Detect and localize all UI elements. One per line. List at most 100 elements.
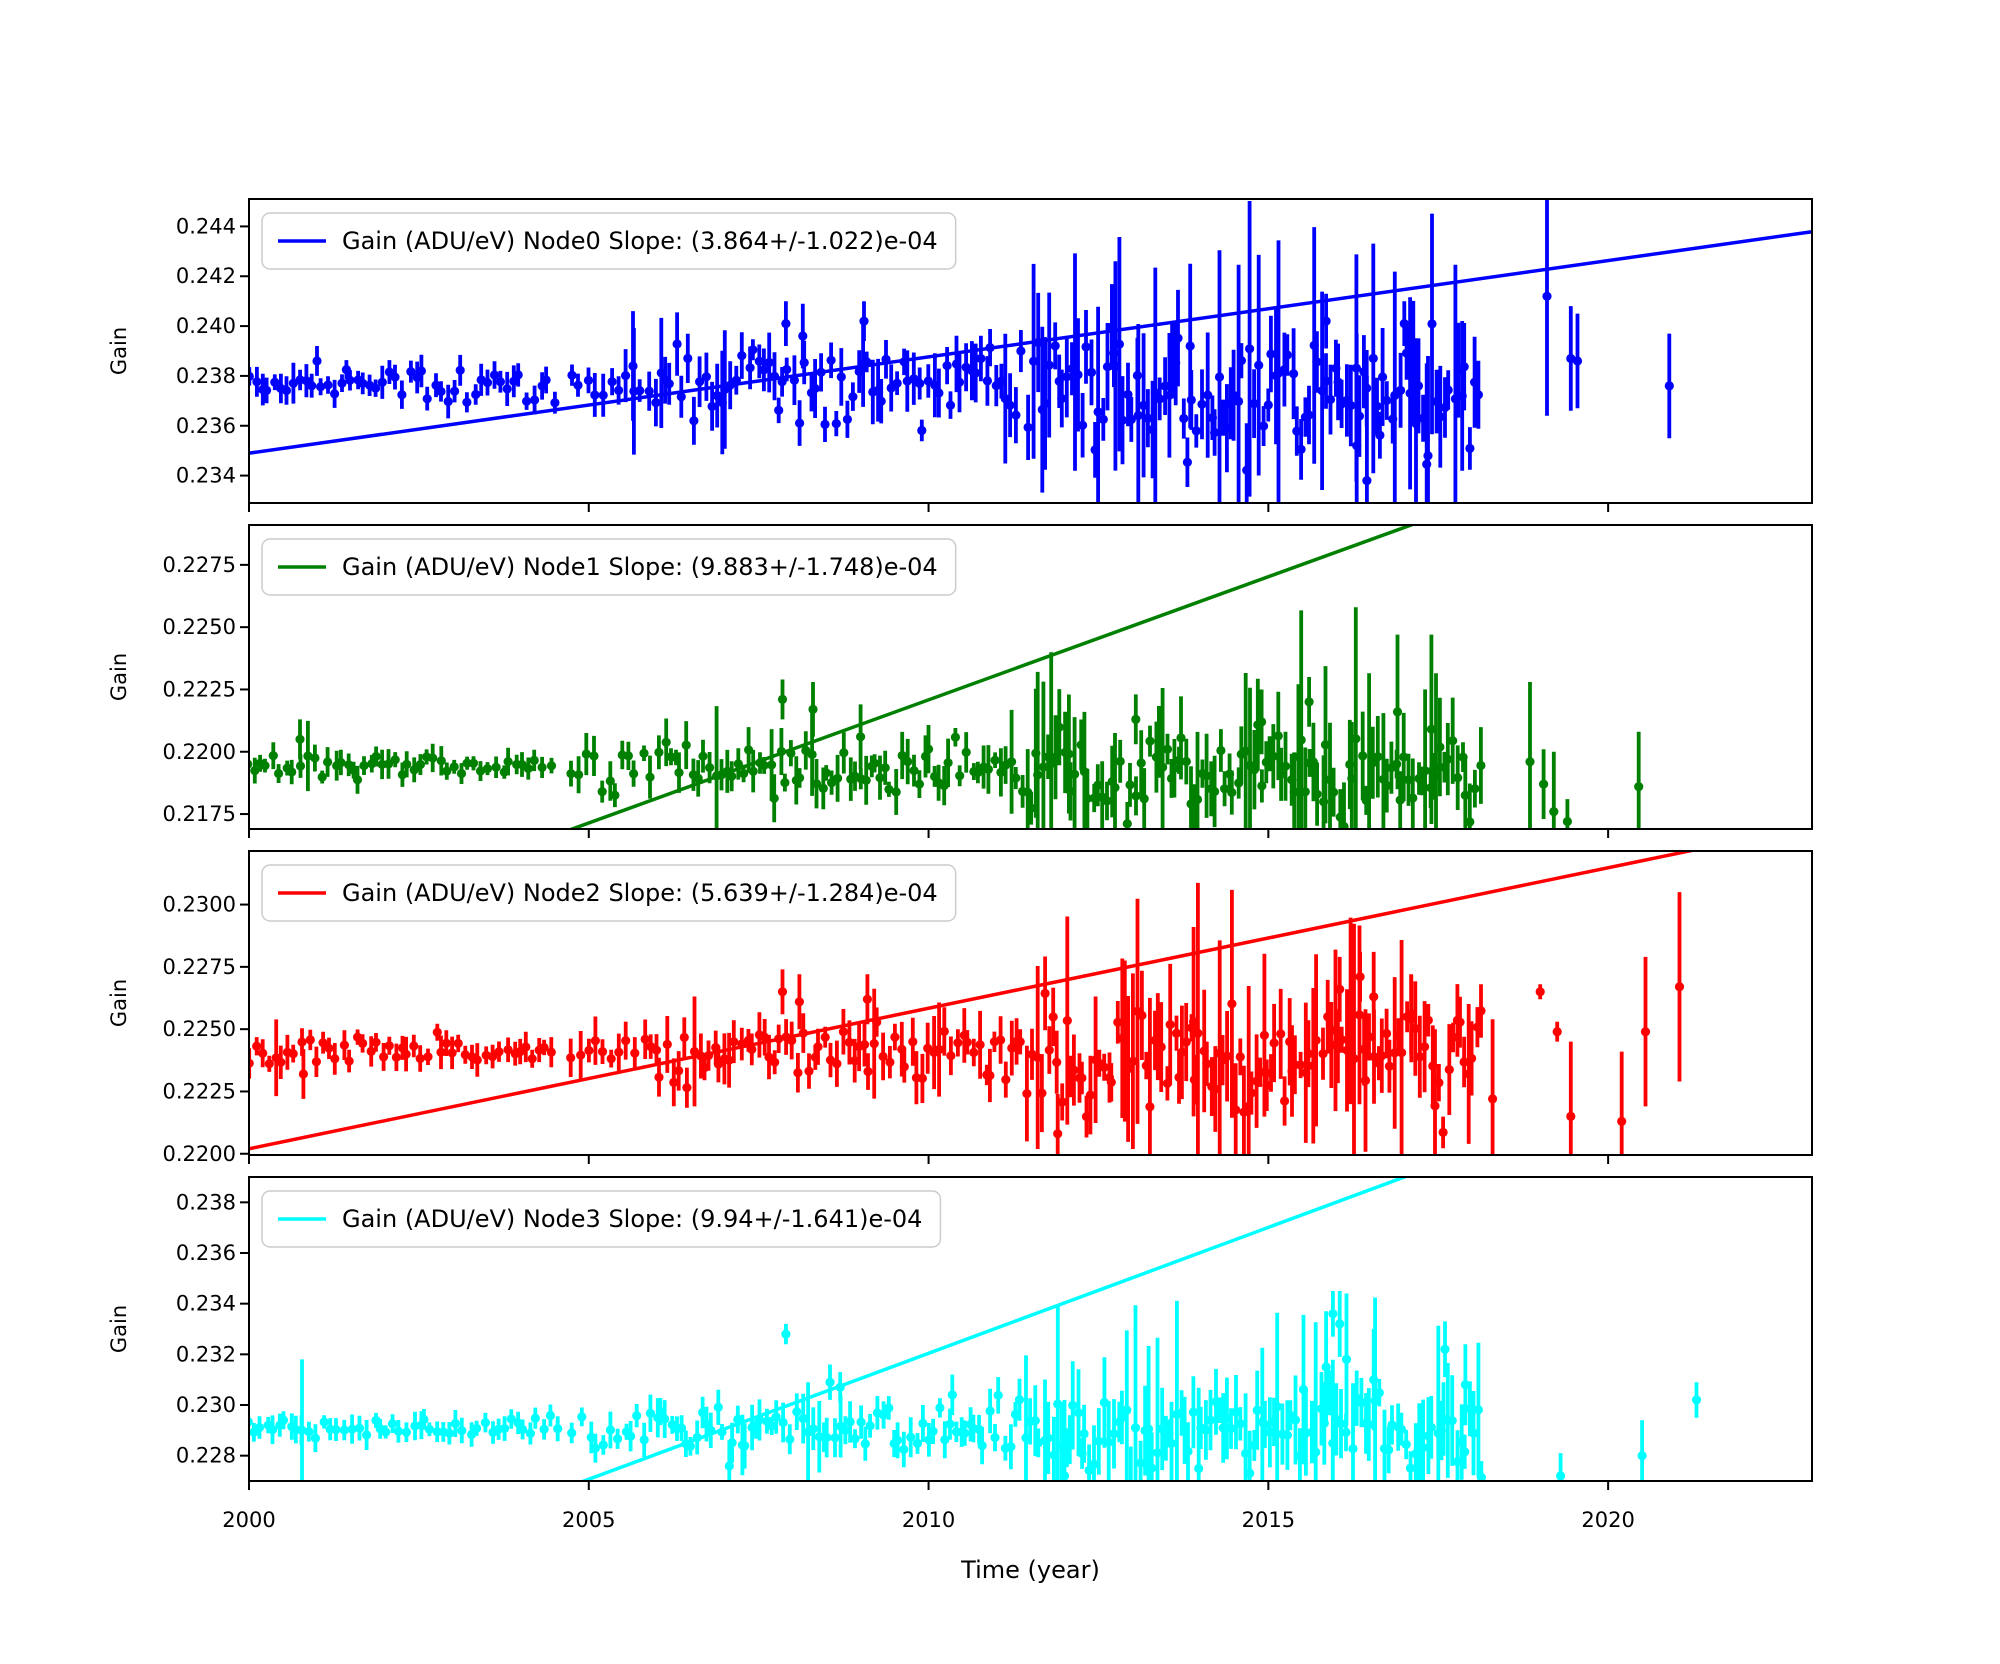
data-marker (859, 1040, 870, 1050)
x-axis-title: Time (year) (960, 1556, 1100, 1584)
data-marker (973, 767, 983, 778)
data-marker (379, 1052, 389, 1062)
data-marker (947, 1390, 957, 1400)
data-marker (861, 775, 871, 786)
data-marker (358, 1038, 368, 1048)
data-marker (651, 398, 661, 408)
data-marker (311, 1057, 321, 1067)
data-marker (737, 351, 747, 361)
data-marker (331, 1425, 341, 1435)
data-marker (890, 1032, 900, 1042)
legend-label: Gain (ADU/eV) Node1 Slope: (9.883+/-1.74… (342, 553, 938, 581)
data-marker (1362, 383, 1372, 393)
data-marker (950, 732, 961, 742)
data-marker (503, 757, 513, 767)
data-marker (1171, 358, 1181, 368)
data-marker (645, 1408, 656, 1418)
data-marker (1007, 757, 1017, 767)
data-marker (428, 753, 438, 763)
data-marker (1377, 1051, 1387, 1061)
data-marker (523, 763, 533, 774)
data-marker (1123, 1064, 1133, 1074)
data-marker (1038, 762, 1048, 772)
data-marker (943, 758, 953, 768)
data-marker (869, 1039, 879, 1049)
data-marker (975, 1040, 985, 1050)
data-marker (1188, 1407, 1198, 1417)
data-marker (252, 1041, 262, 1051)
y-tick-label: 0.2200 (163, 740, 236, 764)
data-marker (1207, 413, 1217, 423)
data-marker (1351, 363, 1361, 373)
data-marker (1053, 1129, 1063, 1139)
data-marker (1369, 1375, 1379, 1385)
data-marker (1331, 363, 1341, 373)
data-marker (1000, 394, 1010, 404)
data-marker (597, 787, 607, 797)
data-marker (845, 1417, 855, 1427)
data-marker (854, 366, 864, 377)
data-marker (876, 396, 886, 406)
y-axis-node2: 0.2200 0.2225 0.2250 0.2275 0.2300 (163, 893, 249, 1166)
data-marker (1423, 451, 1433, 461)
data-marker (1358, 751, 1368, 761)
data-marker (1468, 1428, 1479, 1438)
data-marker (971, 368, 981, 378)
data-marker (777, 987, 788, 997)
data-marker (475, 766, 486, 776)
data-marker (1069, 1065, 1079, 1075)
data-marker (1422, 459, 1432, 469)
data-marker (381, 1427, 391, 1437)
data-marker (804, 1066, 814, 1076)
data-marker (792, 1407, 802, 1417)
data-marker (689, 1046, 700, 1057)
data-marker (1068, 1400, 1078, 1410)
data-marker (352, 775, 363, 785)
data-marker (1312, 789, 1322, 799)
data-marker (698, 1407, 708, 1418)
data-marker (529, 755, 539, 766)
data-marker (1319, 1418, 1329, 1428)
x-axis-node1 (248, 829, 1610, 838)
data-marker (1273, 731, 1283, 741)
data-marker (1011, 410, 1021, 420)
data-marker (1320, 740, 1331, 750)
data-marker (1099, 1062, 1109, 1072)
data-marker (744, 745, 754, 755)
data-marker (1328, 1309, 1338, 1319)
data-marker (748, 766, 758, 776)
data-marker (1390, 1048, 1400, 1058)
data-marker (387, 1419, 398, 1429)
data-marker (811, 779, 822, 789)
data-marker (701, 372, 712, 382)
data-marker (567, 1428, 577, 1438)
data-marker (518, 1424, 528, 1435)
data-marker (1234, 396, 1244, 406)
data-marker (1260, 1419, 1270, 1430)
data-marker (1396, 385, 1406, 395)
data-marker (1044, 1045, 1054, 1055)
data-marker (1193, 1028, 1203, 1038)
data-marker (539, 1424, 549, 1434)
data-marker (1202, 1059, 1212, 1069)
data-marker (906, 1432, 916, 1442)
data-marker (1235, 1052, 1245, 1062)
data-marker (1308, 1061, 1318, 1071)
data-marker (1402, 348, 1412, 358)
data-marker (318, 1038, 328, 1048)
data-marker (1147, 1463, 1157, 1473)
y-tick-label: 0.2275 (163, 553, 236, 577)
data-marker (480, 1418, 490, 1428)
data-marker (1359, 367, 1369, 377)
data-marker (1637, 1451, 1647, 1461)
data-marker (1360, 1075, 1371, 1086)
data-marker (1352, 441, 1362, 451)
data-marker (1470, 784, 1480, 794)
data-marker (1093, 780, 1103, 790)
data-marker (353, 1032, 363, 1042)
data-marker (323, 380, 333, 390)
data-marker (795, 773, 805, 783)
data-marker (923, 376, 933, 386)
data-marker (442, 766, 452, 776)
data-marker (1458, 752, 1468, 762)
